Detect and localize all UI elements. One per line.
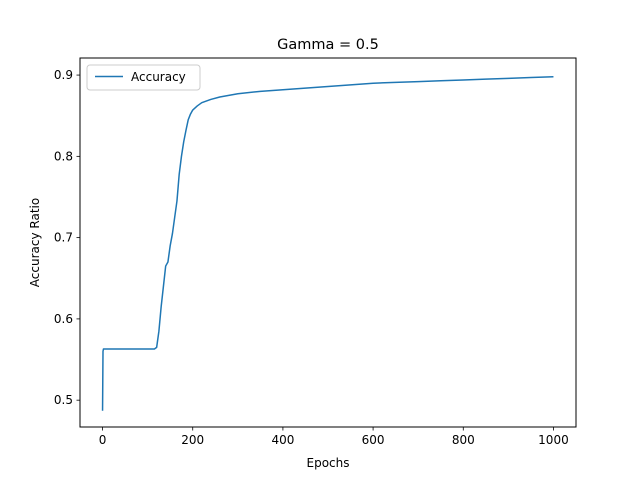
legend-label-accuracy: Accuracy xyxy=(131,70,186,84)
x-tick-label: 1000 xyxy=(538,433,569,447)
chart-title: Gamma = 0.5 xyxy=(277,37,379,53)
x-tick-label: 400 xyxy=(271,433,294,447)
x-axis-label: Epochs xyxy=(307,456,350,470)
x-axis-ticks: 0 200 400 600 800 1000 xyxy=(99,427,569,447)
y-axis-ticks: 0.5 0.6 0.7 0.8 0.9 xyxy=(54,68,80,407)
y-tick-label: 0.8 xyxy=(54,149,73,163)
y-tick-label: 0.9 xyxy=(54,68,73,82)
y-tick-label: 0.6 xyxy=(54,312,73,326)
series-line-accuracy xyxy=(101,75,554,411)
x-tick-label: 600 xyxy=(362,433,385,447)
x-tick-label: 0 xyxy=(99,433,107,447)
series-layer xyxy=(101,75,554,411)
x-tick-label: 200 xyxy=(181,433,204,447)
legend-box xyxy=(86,64,201,91)
y-axis-label: Accuracy Ratio xyxy=(28,198,42,287)
x-tick-label: 800 xyxy=(452,433,475,447)
y-tick-label: 0.7 xyxy=(54,231,73,245)
y-tick-label: 0.5 xyxy=(54,393,73,407)
legend: Accuracy xyxy=(86,64,201,91)
plot-frame xyxy=(79,57,577,428)
